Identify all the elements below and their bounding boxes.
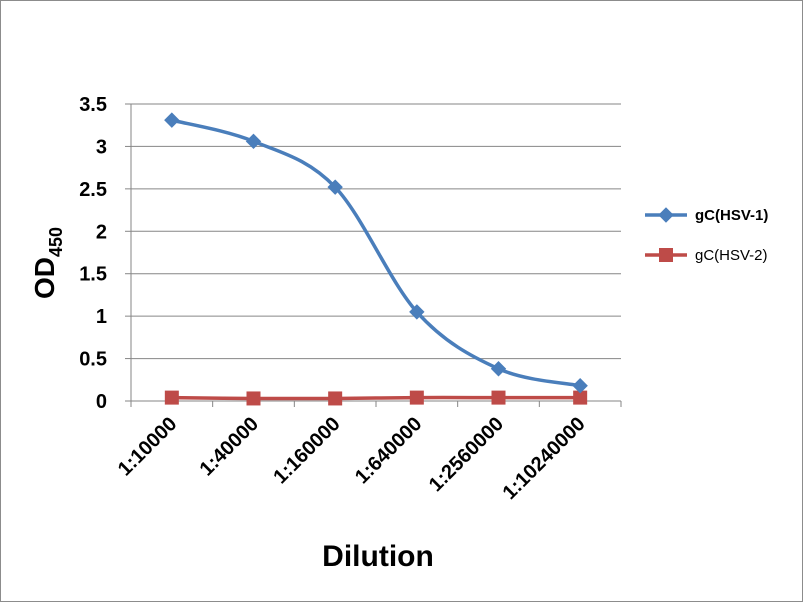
- legend-item-1: gC(HSV-1): [645, 207, 768, 224]
- x-tick-label: 1:10000: [114, 413, 181, 480]
- series-1: [164, 112, 588, 394]
- axes: [125, 103, 622, 407]
- data-point: [409, 390, 424, 405]
- legend-label: gC(HSV-2): [695, 247, 768, 264]
- y-tick-label: 1: [96, 306, 107, 328]
- gridlines: [131, 103, 621, 360]
- data-point: [572, 378, 588, 394]
- y-tick-label: 1.5: [79, 264, 107, 286]
- data-point: [164, 390, 179, 405]
- data-point: [490, 361, 507, 377]
- x-tick-label: 1:160000: [269, 413, 344, 488]
- series-lines: [164, 112, 588, 406]
- y-axis-title-subscript: 450: [46, 227, 66, 257]
- y-tick-label: 0: [96, 391, 107, 413]
- data-point: [246, 391, 261, 406]
- y-tick-label: 2.5: [79, 179, 107, 201]
- y-tick-label: 3.5: [79, 94, 107, 116]
- data-point: [491, 390, 506, 405]
- data-point: [409, 304, 425, 320]
- x-tick-label: 1:640000: [351, 413, 426, 488]
- y-tick-label: 2: [96, 221, 107, 243]
- y-tick-label: 0.5: [79, 349, 107, 371]
- x-tick-labels: 1:10000 1:40000 1:160000 1:6400001:25600001…: [114, 413, 590, 504]
- y-axis-title-main: OD: [29, 257, 60, 299]
- series-line: [171, 118, 581, 388]
- y-axis-title: OD450: [29, 227, 66, 299]
- data-point: [328, 391, 343, 406]
- legend-label: gC(HSV-1): [695, 207, 768, 224]
- x-tick-label: 1:10240000: [499, 413, 590, 504]
- legend-item-2: gC(HSV-2): [645, 247, 768, 264]
- data-point: [164, 112, 180, 128]
- y-tick-label: 3: [96, 136, 107, 158]
- x-tick-label: 1:2560000: [425, 413, 508, 496]
- series-line: [171, 395, 581, 401]
- legend-marker: [658, 207, 674, 223]
- legend: gC(HSV-1) gC(HSV-2): [645, 207, 768, 264]
- x-axis-title: Dilution: [322, 540, 434, 573]
- data-point: [327, 179, 343, 195]
- legend-marker: [659, 248, 673, 262]
- y-tick-labels: 0 0.5 1 1.5 2 2.5 3 3.5: [79, 94, 107, 413]
- series-2: [164, 390, 588, 406]
- data-point: [245, 133, 262, 150]
- x-tick-label: 1:40000: [196, 413, 263, 480]
